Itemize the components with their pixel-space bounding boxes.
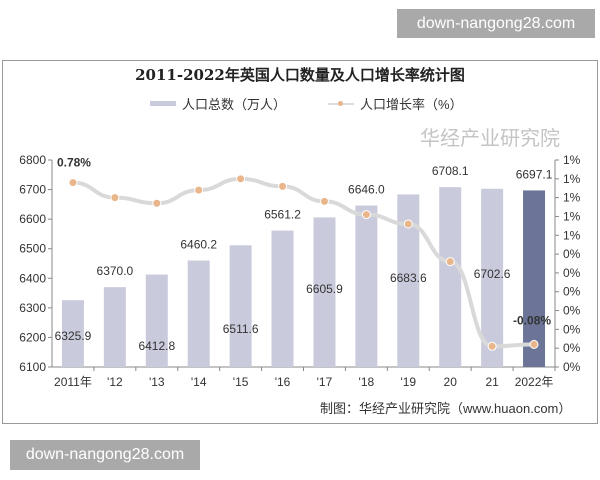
legend-line-swatch — [328, 100, 355, 106]
bar-data-label: 6511.6 — [223, 322, 259, 336]
left-tick-label: 6100 — [19, 360, 46, 374]
bar-data-label: 6605.9 — [306, 282, 343, 296]
watermark-bottom: down-nangong28.com — [10, 440, 200, 470]
growth-data-label: -0.08% — [513, 313, 551, 327]
x-tick-label: 20 — [444, 375, 458, 389]
growth-marker — [445, 257, 455, 267]
bar — [145, 274, 168, 367]
right-tick-label: 1% — [563, 209, 581, 223]
bar — [523, 190, 546, 367]
bar-data-label: 6702.6 — [474, 267, 511, 281]
x-tick-label: '12 — [107, 375, 123, 389]
left-tick-label: 6400 — [19, 271, 46, 285]
bar — [103, 287, 126, 367]
left-tick-label: 6300 — [19, 301, 46, 315]
growth-data-label: 0.78% — [57, 156, 91, 170]
bar — [313, 217, 336, 367]
right-tick-label: 1% — [563, 228, 581, 242]
x-tick-label: '17 — [317, 375, 333, 389]
bar — [271, 230, 294, 367]
left-tick-label: 6200 — [19, 330, 46, 344]
x-tick-label: '16 — [275, 375, 291, 389]
right-tick-label: 1% — [563, 153, 581, 167]
legend-bar-label: 人口总数（万人） — [182, 97, 287, 112]
growth-marker — [319, 196, 329, 206]
growth-line — [72, 176, 535, 349]
x-tick-label: '14 — [191, 375, 207, 389]
growth-marker — [487, 341, 497, 351]
left-tick-label: 6700 — [19, 183, 46, 197]
bar-data-label: 6708.1 — [432, 164, 469, 178]
right-tick-label: 0% — [563, 266, 581, 280]
bar-data-label: 6412.8 — [138, 339, 175, 353]
bar-data-label: 6370.0 — [97, 264, 134, 278]
bar-data-label: 6646.0 — [348, 183, 385, 197]
growth-marker — [403, 219, 413, 229]
legend: 人口总数（万人） 人口增长率（%） — [150, 94, 463, 113]
right-tick-label: 0% — [563, 247, 581, 261]
watermark-text: 华经产业研究院 — [420, 127, 560, 150]
growth-marker — [152, 198, 162, 208]
bar — [355, 205, 378, 367]
right-tick-label: 0% — [563, 360, 581, 374]
x-tick-label: 2011年 — [54, 375, 92, 389]
source-note: 制图：华经产业研究院（www.huaon.com） — [320, 401, 572, 416]
bar-data-label: 6697.1 — [516, 167, 553, 181]
bar-data-label: 6325.9 — [55, 329, 92, 343]
growth-marker — [278, 181, 288, 191]
chart-title: 2011-2022年英国人口数量及人口增长率统计图 — [135, 66, 465, 84]
bar — [187, 260, 210, 367]
bar-data-label: 6561.2 — [264, 208, 301, 222]
right-tick-label: 1% — [563, 191, 581, 205]
x-tick-label: '15 — [233, 375, 249, 389]
growth-marker — [68, 178, 78, 188]
growth-marker — [194, 185, 204, 195]
bar — [229, 245, 252, 367]
growth-marker — [110, 193, 120, 203]
bar-data-label: 6683.6 — [390, 271, 427, 285]
x-tick-label: 2022年 — [515, 375, 554, 389]
right-tick-label: 0% — [563, 322, 581, 336]
x-tick-label: 21 — [485, 375, 499, 389]
bar — [481, 188, 504, 367]
right-tick-label: 0% — [563, 341, 581, 355]
left-tick-label: 6500 — [19, 242, 46, 256]
bar — [397, 194, 420, 367]
right-tick-label: 0% — [563, 285, 581, 299]
growth-marker — [236, 174, 246, 184]
growth-marker — [529, 339, 539, 349]
bar-data-label: 6460.2 — [180, 237, 217, 251]
growth-marker — [361, 210, 371, 220]
bar — [439, 187, 462, 367]
watermark-top: down-nangong28.com — [397, 9, 595, 38]
right-tick-label: 0% — [563, 304, 581, 318]
x-tick-label: '18 — [359, 375, 375, 389]
left-tick-label: 6800 — [19, 153, 46, 167]
right-tick-label: 1% — [563, 172, 581, 186]
left-tick-label: 6600 — [19, 212, 46, 226]
x-tick-label: '13 — [149, 375, 165, 389]
legend-bar-swatch — [150, 101, 176, 106]
legend-line-label: 人口增长率（%） — [360, 97, 463, 112]
bar — [61, 300, 84, 367]
x-tick-label: '19 — [400, 375, 416, 389]
